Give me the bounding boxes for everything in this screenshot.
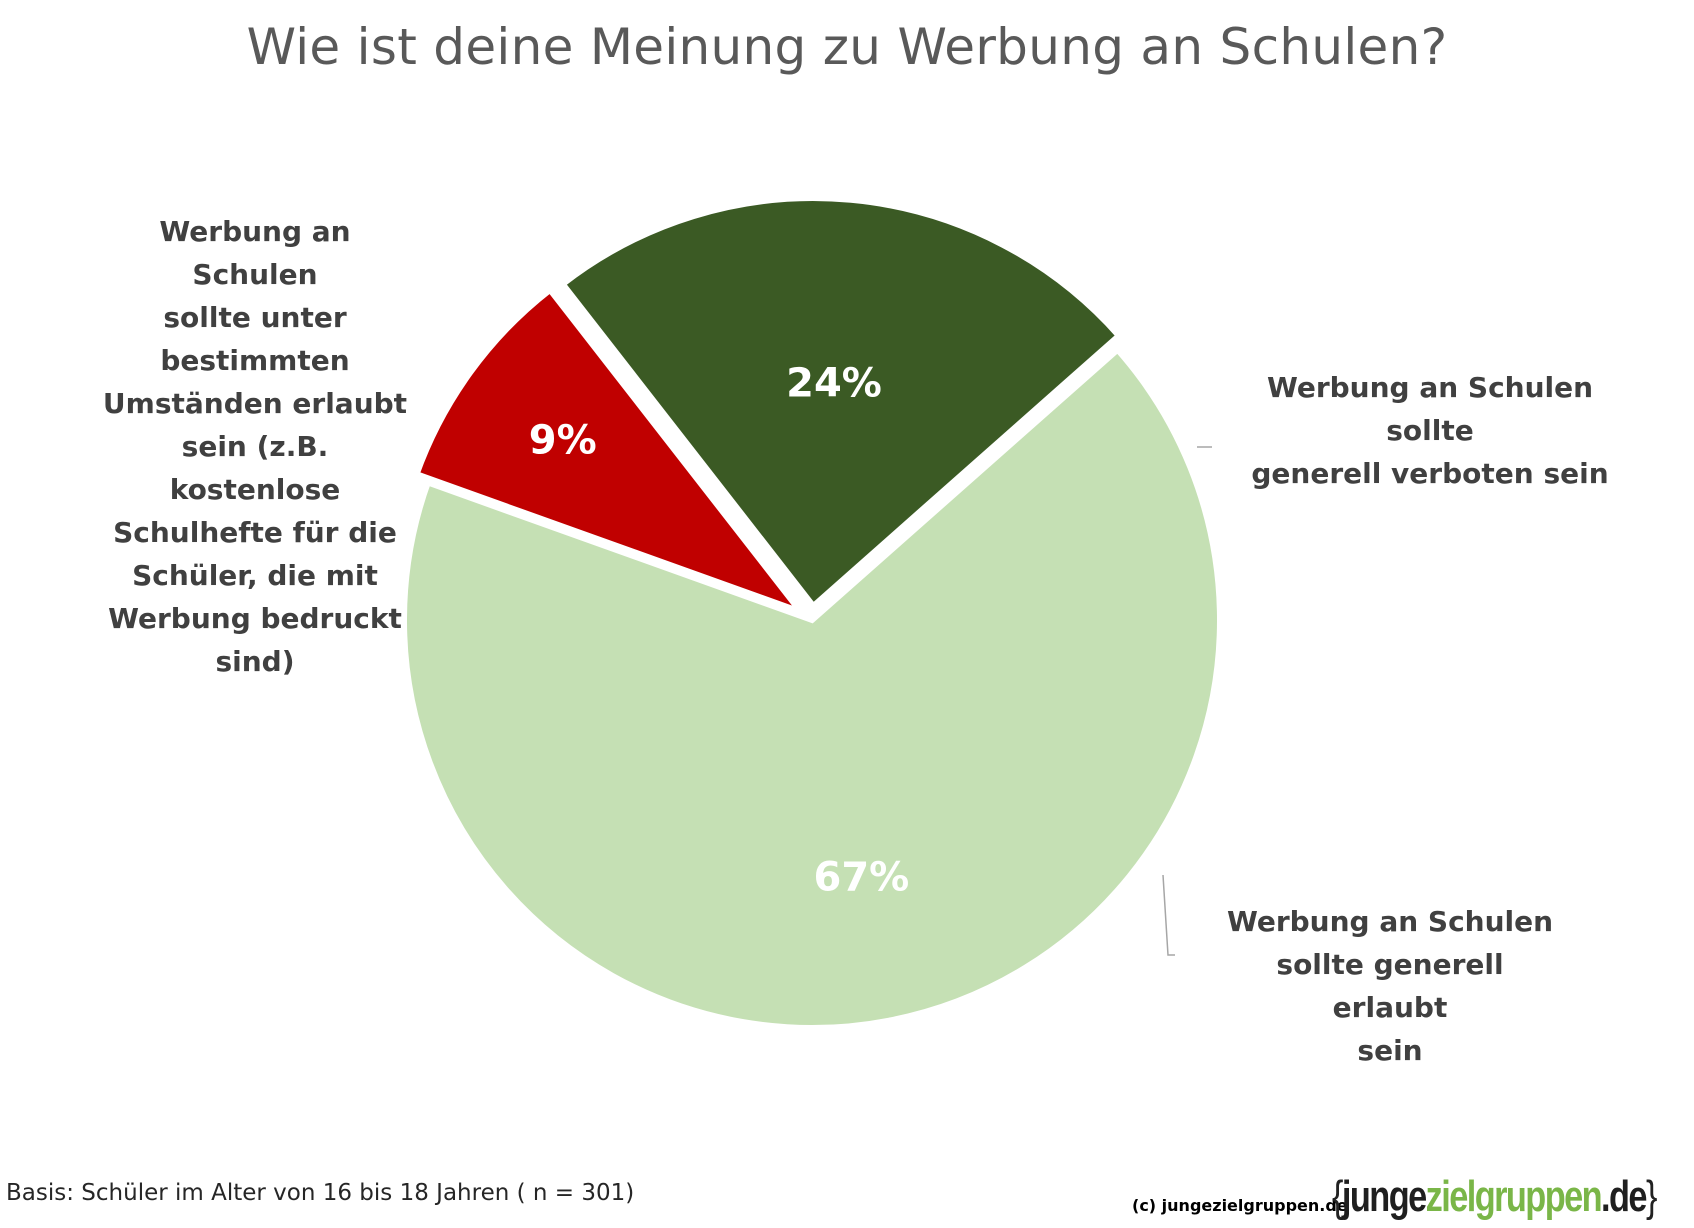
pie-slice-1 (412, 285, 810, 619)
pie-value-label-1: 9% (529, 418, 597, 464)
pie-slice-0 (401, 345, 1223, 1031)
pie-slice-2 (558, 195, 1124, 611)
category-label-0: Werbung an Schulen sollte unter bestimmten… (102, 215, 408, 678)
category-label-2: Werbung an Schulen sollte generell erlaub… (1226, 905, 1554, 1067)
category-label-1: Werbung an Schulen sollte generell verbot… (1251, 371, 1609, 490)
pie-value-label-2: 24% (786, 361, 882, 407)
chart-title: Wie ist deine Meinung zu Werbung an Schu… (246, 18, 1448, 76)
jungezielgruppen-logo: {jungezielgruppen.de} (1332, 1172, 1657, 1221)
copyright-note: (c) jungezielgruppen.de (1132, 1196, 1348, 1215)
pie-value-label-0: 67% (814, 854, 910, 900)
basis-note: Basis: Schüler im Alter von 16 bis 18 Ja… (6, 1180, 635, 1206)
leader-line-2 (1162, 874, 1175, 956)
